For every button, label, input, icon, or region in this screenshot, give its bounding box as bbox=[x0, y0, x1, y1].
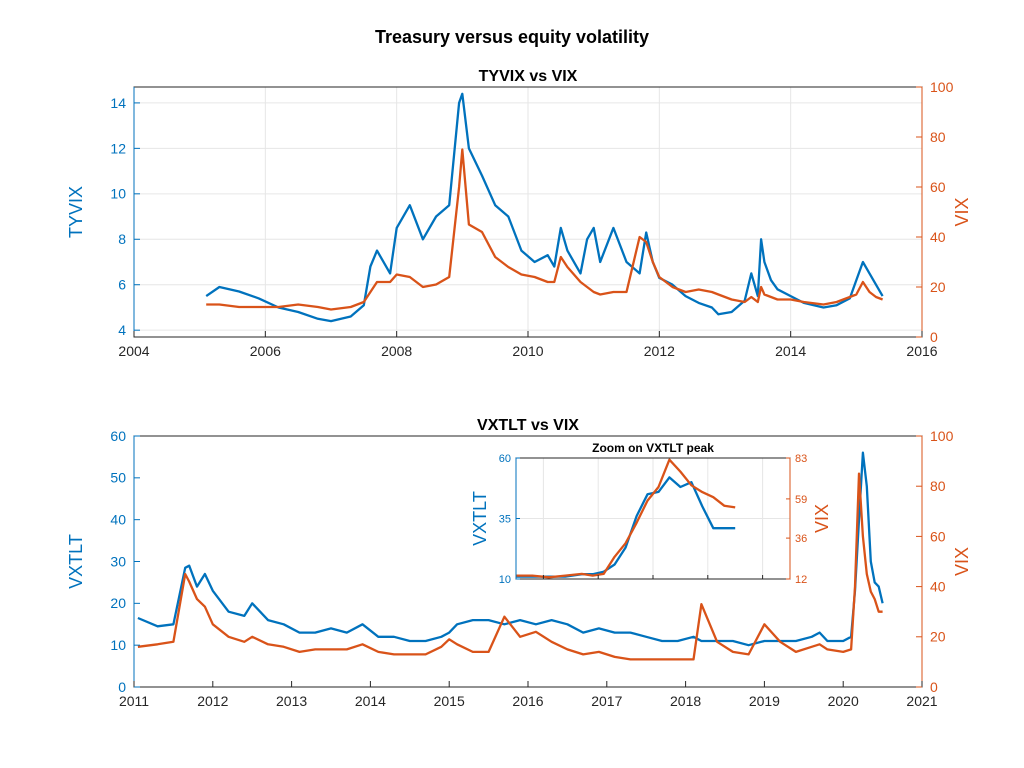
x-tick-label: 2004 bbox=[118, 343, 149, 359]
y-tick-label-right: 36 bbox=[795, 533, 807, 545]
y-axis-label-left: VXTLT bbox=[470, 491, 490, 546]
y-tick-label-left: 14 bbox=[110, 95, 126, 111]
x-tick-label: 2016 bbox=[512, 693, 543, 709]
y-tick-label-right: 100 bbox=[930, 79, 954, 95]
y-tick-label-right: 60 bbox=[930, 528, 946, 544]
y-tick-label-right: 80 bbox=[930, 478, 946, 494]
y-tick-label-right: 80 bbox=[930, 129, 946, 145]
series-line-vix-0 bbox=[206, 148, 884, 311]
x-tick-label: 2016 bbox=[906, 343, 937, 359]
series-line-vxtlt-1 bbox=[137, 451, 884, 647]
y-tick-label-left: 0 bbox=[118, 679, 126, 695]
x-tick-label: 2017 bbox=[591, 693, 622, 709]
x-tick-label: 2015 bbox=[434, 693, 465, 709]
chart-title: TYVIX vs VIX bbox=[479, 68, 578, 85]
y-tick-label-left: 10 bbox=[110, 186, 126, 202]
y-axis-label-right: VIX bbox=[952, 197, 972, 226]
y-axis-label-right: VIX bbox=[952, 547, 972, 576]
x-tick-label: 2013 bbox=[276, 693, 307, 709]
y-tick-label-left: 50 bbox=[110, 470, 126, 486]
y-tick-label-right: 40 bbox=[930, 229, 946, 245]
y-tick-label-left: 12 bbox=[110, 140, 126, 156]
chart-title: Zoom on VXTLT peak bbox=[592, 441, 714, 455]
y-tick-label-left: 4 bbox=[118, 322, 126, 338]
x-tick-label: 2021 bbox=[906, 693, 937, 709]
y-tick-label-right: 12 bbox=[795, 574, 807, 586]
y-tick-label-right: 100 bbox=[930, 428, 954, 444]
y-tick-label-left: 60 bbox=[110, 428, 126, 444]
y-tick-label-right: 60 bbox=[930, 179, 946, 195]
y-axis-label-left: VXTLT bbox=[66, 534, 86, 589]
y-tick-label-right: 40 bbox=[930, 579, 946, 595]
y-axis-label-left: TYVIX bbox=[66, 186, 86, 238]
y-tick-label-left: 30 bbox=[110, 553, 126, 569]
x-tick-label: 2010 bbox=[512, 343, 543, 359]
x-tick-label: 2018 bbox=[670, 693, 701, 709]
y-tick-label-left: 8 bbox=[118, 231, 126, 247]
y-tick-label-left: 20 bbox=[110, 595, 126, 611]
x-tick-label: 2012 bbox=[644, 343, 675, 359]
series-line-vix-1 bbox=[137, 472, 883, 661]
y-tick-label-right: 83 bbox=[795, 453, 807, 465]
series-line-tyvix-0 bbox=[205, 92, 884, 323]
series-line-vix-2 bbox=[516, 458, 736, 579]
x-tick-label: 2014 bbox=[775, 343, 806, 359]
y-tick-label-right: 59 bbox=[795, 494, 807, 506]
y-tick-label-left: 6 bbox=[118, 277, 126, 293]
x-tick-label: 2008 bbox=[381, 343, 412, 359]
chart-top: 2004 2006 2008 2010 2012 2014 2016 4 6 8 10 12 14 0 20… bbox=[66, 68, 972, 359]
chart-title: VXTLT vs VIX bbox=[477, 417, 579, 434]
y-tick-label-right: 20 bbox=[930, 629, 946, 645]
x-tick-label: 2012 bbox=[197, 693, 228, 709]
y-tick-label-left: 10 bbox=[110, 637, 126, 653]
x-tick-label: 2006 bbox=[250, 343, 281, 359]
y-tick-label-right: 0 bbox=[930, 329, 938, 345]
chart-inset: 10 35 60 12 36 59 83 VXTLT VIX Zoom on VXTLT peak bbox=[470, 441, 832, 586]
y-axis-label-right: VIX bbox=[812, 504, 832, 533]
y-tick-label-left: 10 bbox=[499, 574, 511, 586]
figure-title: Treasury versus equity volatility bbox=[375, 27, 649, 47]
y-tick-label-left: 60 bbox=[499, 453, 511, 465]
y-tick-label-right: 0 bbox=[930, 679, 938, 695]
x-tick-label: 2020 bbox=[828, 693, 859, 709]
y-tick-label-left: 40 bbox=[110, 512, 126, 528]
y-tick-label-left: 35 bbox=[499, 513, 511, 525]
x-tick-label: 2019 bbox=[749, 693, 780, 709]
y-tick-label-right: 20 bbox=[930, 279, 946, 295]
x-tick-label: 2011 bbox=[119, 693, 149, 709]
x-tick-label: 2014 bbox=[355, 693, 386, 709]
